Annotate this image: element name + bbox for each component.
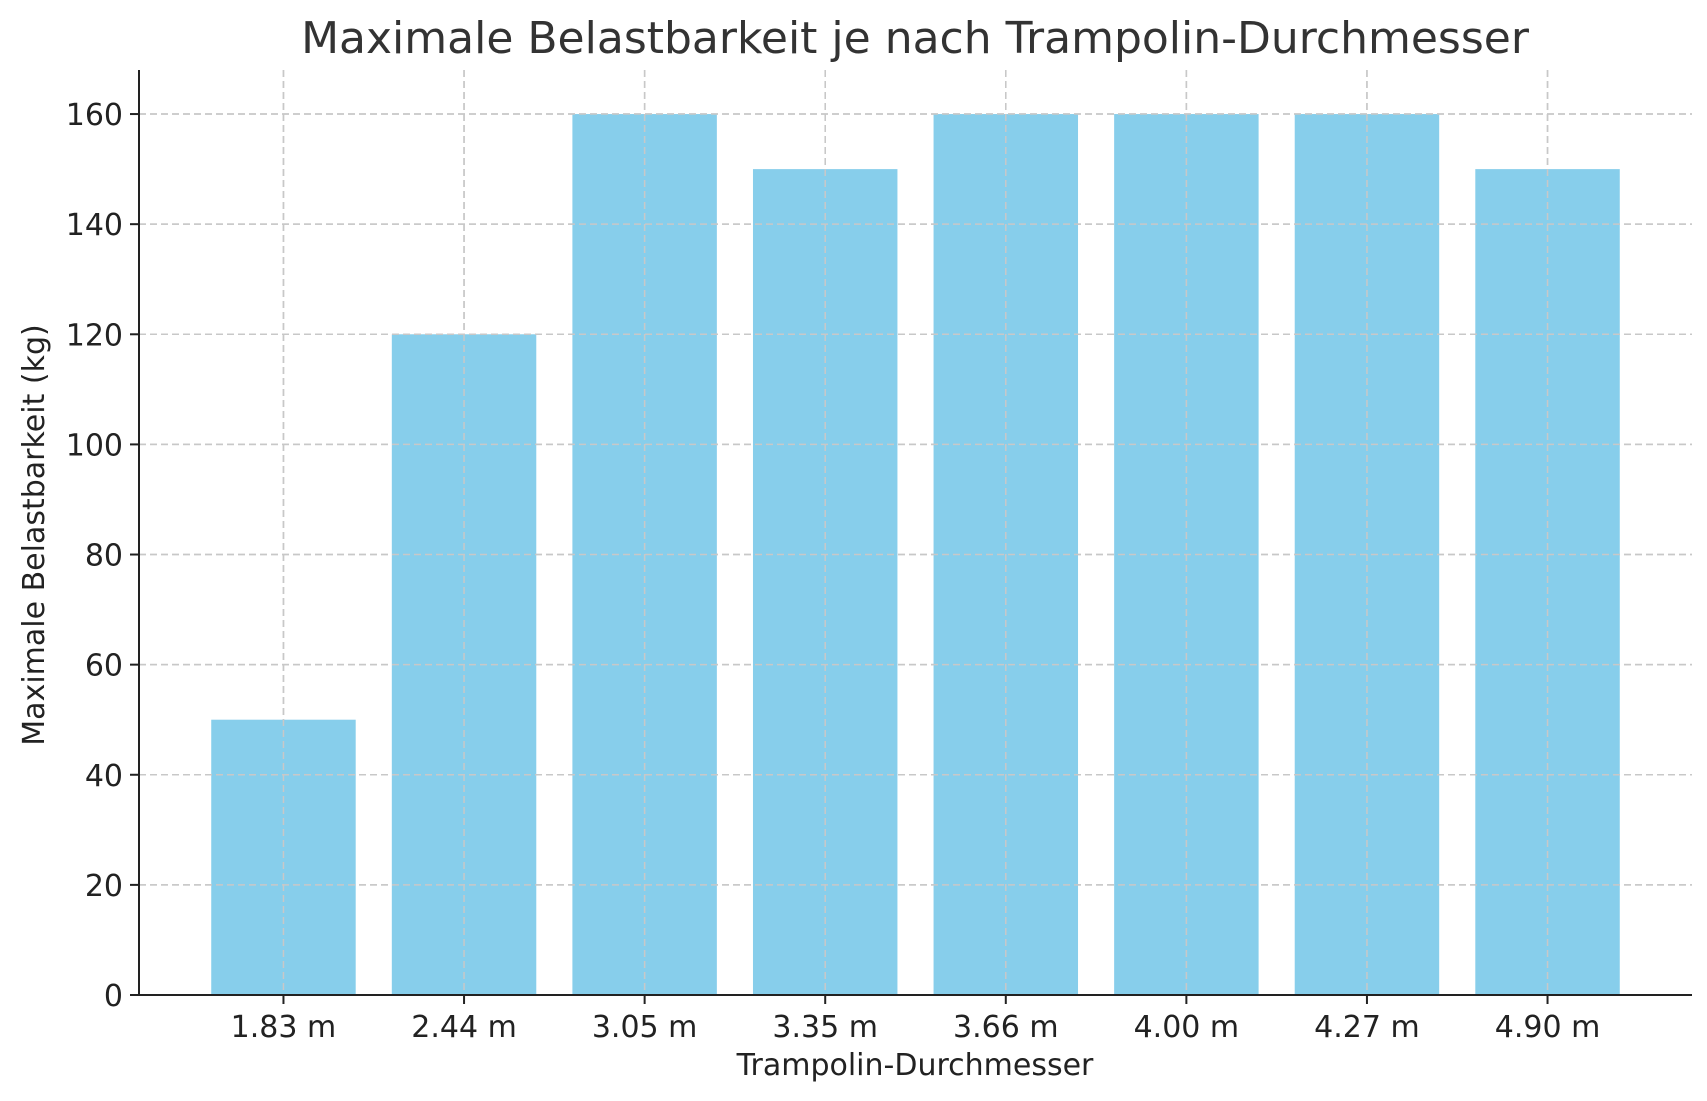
- y-axis-ticks: 0 20 40 60 80 100 120 140 160: [66, 98, 139, 1014]
- x-tick-label: 4.90 m: [1495, 1010, 1601, 1045]
- x-axis-ticks: 1.83 m 2.44 m 3.05 m 3.35 m 3.66 m 4.00 m 4.27…: [231, 995, 1601, 1045]
- y-tick-label: 0: [104, 979, 123, 1014]
- x-tick-label: 3.05 m: [592, 1010, 698, 1045]
- y-tick-label: 60: [85, 649, 123, 684]
- x-tick-label: 2.44 m: [411, 1010, 517, 1045]
- y-axis-label: Maximale Belastbarkeit (kg): [17, 324, 52, 745]
- grid-lines: [139, 70, 1692, 996]
- chart-title: Maximale Belastbarkeit je nach Trampolin…: [301, 13, 1530, 64]
- y-tick-label: 100: [66, 428, 123, 463]
- x-tick-label: 4.00 m: [1134, 1010, 1240, 1045]
- x-tick-label: 4.27 m: [1314, 1010, 1420, 1045]
- axes: [138, 70, 1692, 996]
- x-tick-label: 1.83 m: [231, 1010, 337, 1045]
- x-tick-label: 3.66 m: [953, 1010, 1059, 1045]
- y-tick-label: 160: [66, 98, 123, 133]
- y-tick-label: 120: [66, 318, 123, 353]
- y-tick-label: 140: [66, 208, 123, 243]
- y-tick-label: 80: [85, 539, 123, 574]
- x-tick-label: 3.35 m: [772, 1010, 878, 1045]
- x-axis-label: Trampolin-Durchmesser: [736, 1048, 1094, 1083]
- y-tick-label: 20: [85, 869, 123, 904]
- y-tick-label: 40: [85, 759, 123, 794]
